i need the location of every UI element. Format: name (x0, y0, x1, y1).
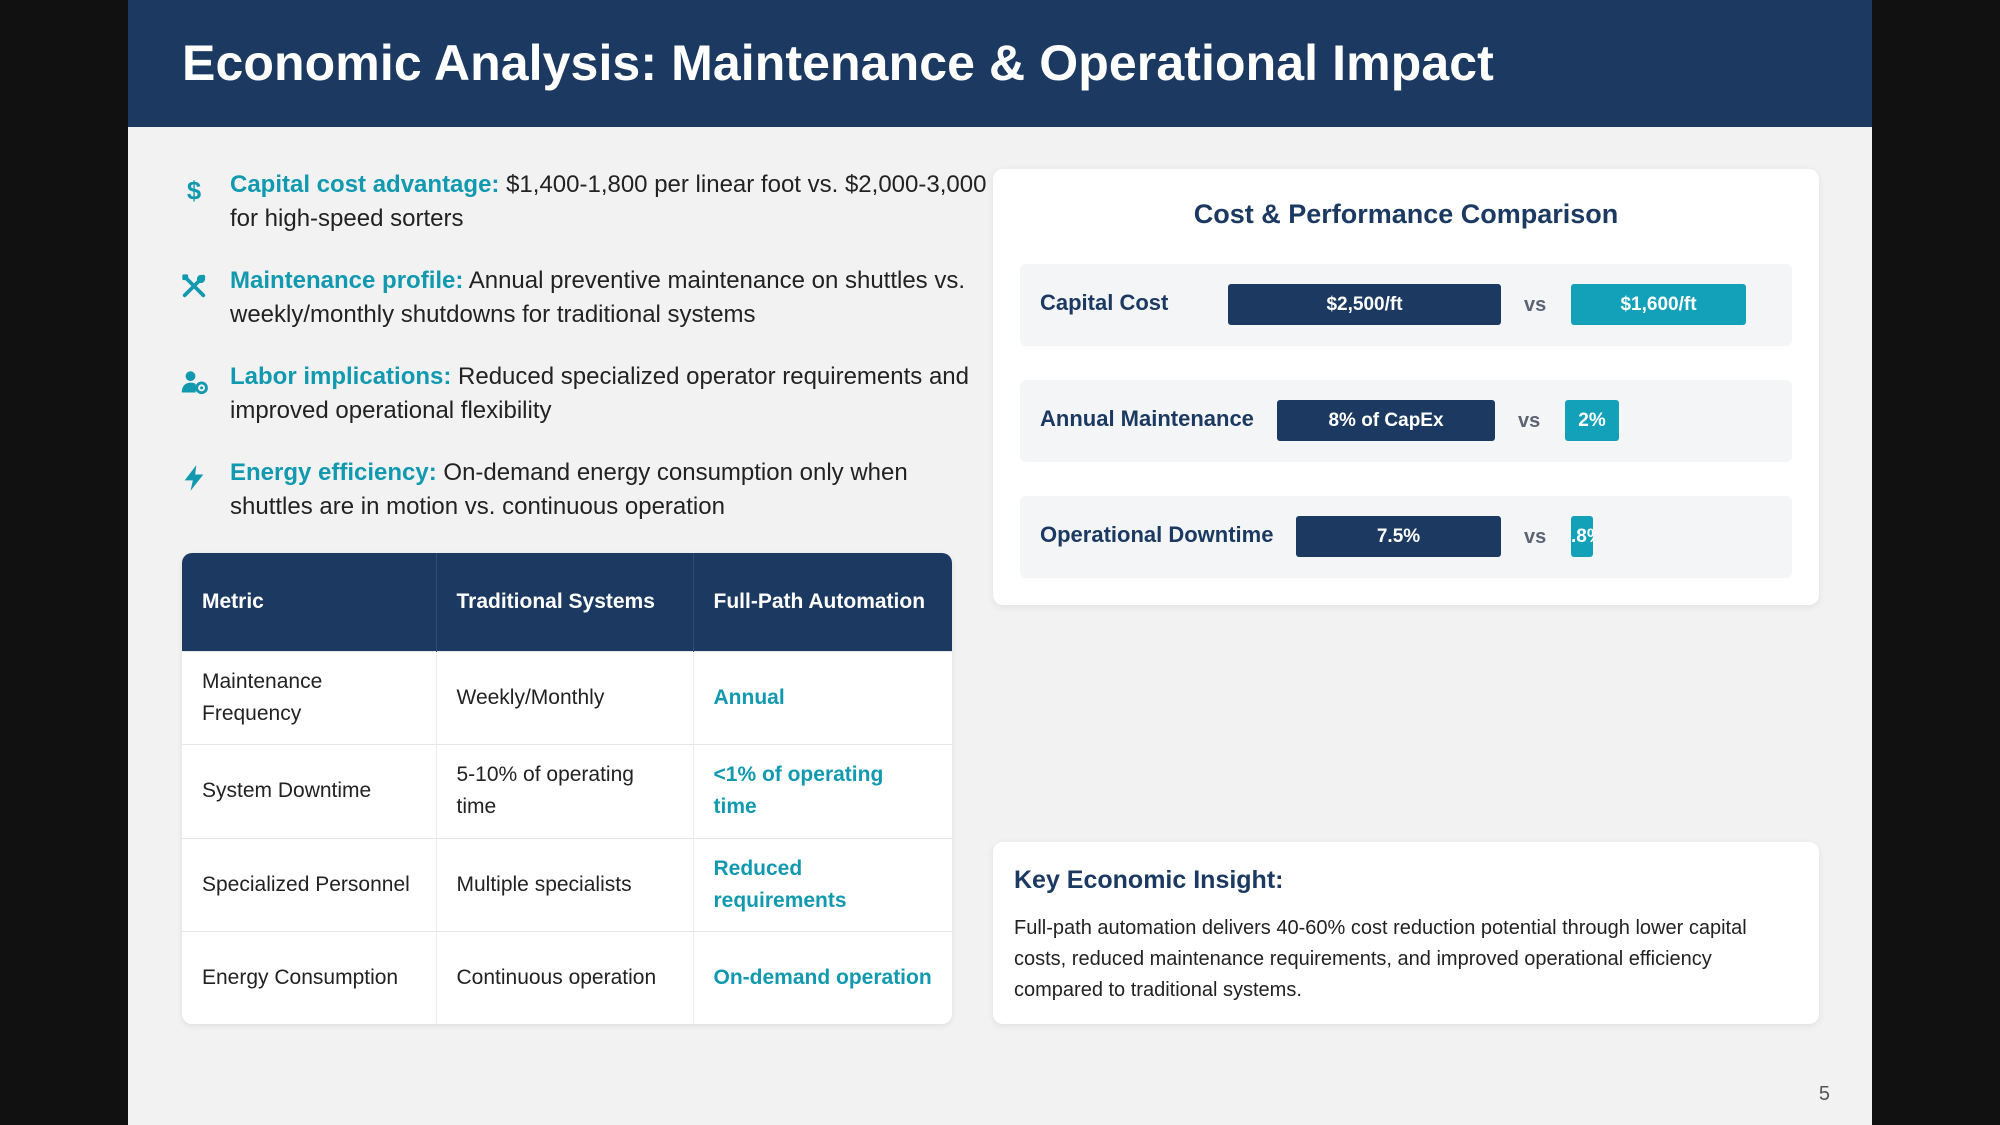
key-insight-card: Key Economic Insight: Full-path automati… (993, 842, 1819, 1024)
comparison-row-downtime: Operational Downtime 7.5% vs .8% (1020, 496, 1792, 578)
insight-text: Full-path automation delivers 40-60% cos… (1014, 917, 1747, 1001)
cell-metric: Maintenance Frequency (182, 650, 437, 744)
comparison-row-maintenance: Annual Maintenance 8% of CapEx vs 2% (1020, 380, 1792, 462)
automation-bar: 2% (1565, 400, 1619, 441)
cell-automation: Reduced requirements (693, 837, 952, 931)
comparison-label: Annual Maintenance (1040, 406, 1254, 431)
traditional-bar: 7.5% (1296, 516, 1501, 557)
comparison-table: Metric Traditional Systems Full-Path Aut… (182, 553, 952, 1024)
lightning-icon (178, 462, 210, 494)
comparison-label: Capital Cost (1040, 290, 1169, 315)
cell-metric: Specialized Personnel (182, 837, 437, 931)
table-row: System Downtime 5-10% of operating time … (182, 743, 952, 838)
table-row: Maintenance Frequency Weekly/Monthly Ann… (182, 650, 952, 744)
automation-bar: $1,600/ft (1571, 284, 1746, 325)
insight-title: Key Economic Insight: (1014, 866, 1284, 894)
bullet-text: Maintenance profile: Annual preventive m… (230, 267, 966, 328)
bullet-text: Energy efficiency: On-demand energy cons… (230, 459, 908, 520)
cell-metric: Energy Consumption (182, 930, 437, 1024)
svg-text:$: $ (187, 177, 201, 204)
traditional-bar: $2,500/ft (1228, 284, 1501, 325)
comparison-title: Cost & Performance Comparison (1193, 199, 1619, 229)
table-row: Energy Consumption Continuous operation … (182, 930, 952, 1024)
bullet-text: Labor implications: Reduced specialized … (230, 363, 969, 424)
comparison-label: Operational Downtime (1040, 522, 1274, 547)
vs-label: vs (1524, 294, 1547, 316)
cell-traditional: 5-10% of operating time (436, 743, 694, 838)
header-bar: Economic Analysis: Maintenance & Operati… (128, 0, 1872, 127)
column-header-automation: Full-Path Automation (693, 553, 952, 651)
comparison-row-capital: Capital Cost $2,500/ft vs $1,600/ft (1020, 264, 1792, 346)
column-header-metric: Metric (182, 553, 437, 651)
tools-icon (178, 270, 210, 302)
bullet-text: Capital cost advantage: $1,400-1,800 per… (230, 171, 987, 232)
cell-traditional: Multiple specialists (436, 837, 694, 931)
slide: Economic Analysis: Maintenance & Operati… (128, 0, 1872, 1125)
dollar-icon: $ (178, 174, 210, 206)
cost-performance-card: Cost & Performance Comparison Capital Co… (993, 169, 1819, 605)
vs-label: vs (1524, 526, 1547, 548)
page-title: Economic Analysis: Maintenance & Operati… (182, 35, 1494, 91)
automation-bar: .8% (1571, 516, 1593, 557)
cell-automation: <1% of operating time (693, 743, 952, 838)
user-gear-icon (178, 366, 210, 398)
vs-label: vs (1518, 410, 1541, 432)
table-header-row: Metric Traditional Systems Full-Path Aut… (182, 553, 952, 651)
cell-metric: System Downtime (182, 743, 437, 838)
column-header-traditional: Traditional Systems (436, 553, 694, 651)
cell-traditional: Weekly/Monthly (436, 650, 694, 744)
table-row: Specialized Personnel Multiple specialis… (182, 837, 952, 931)
traditional-bar: 8% of CapEx (1277, 400, 1495, 441)
cell-automation: Annual (693, 650, 952, 744)
cell-traditional: Continuous operation (436, 930, 694, 1024)
cell-automation: On-demand operation (693, 930, 952, 1024)
page-number: 5 (1818, 1083, 1830, 1105)
